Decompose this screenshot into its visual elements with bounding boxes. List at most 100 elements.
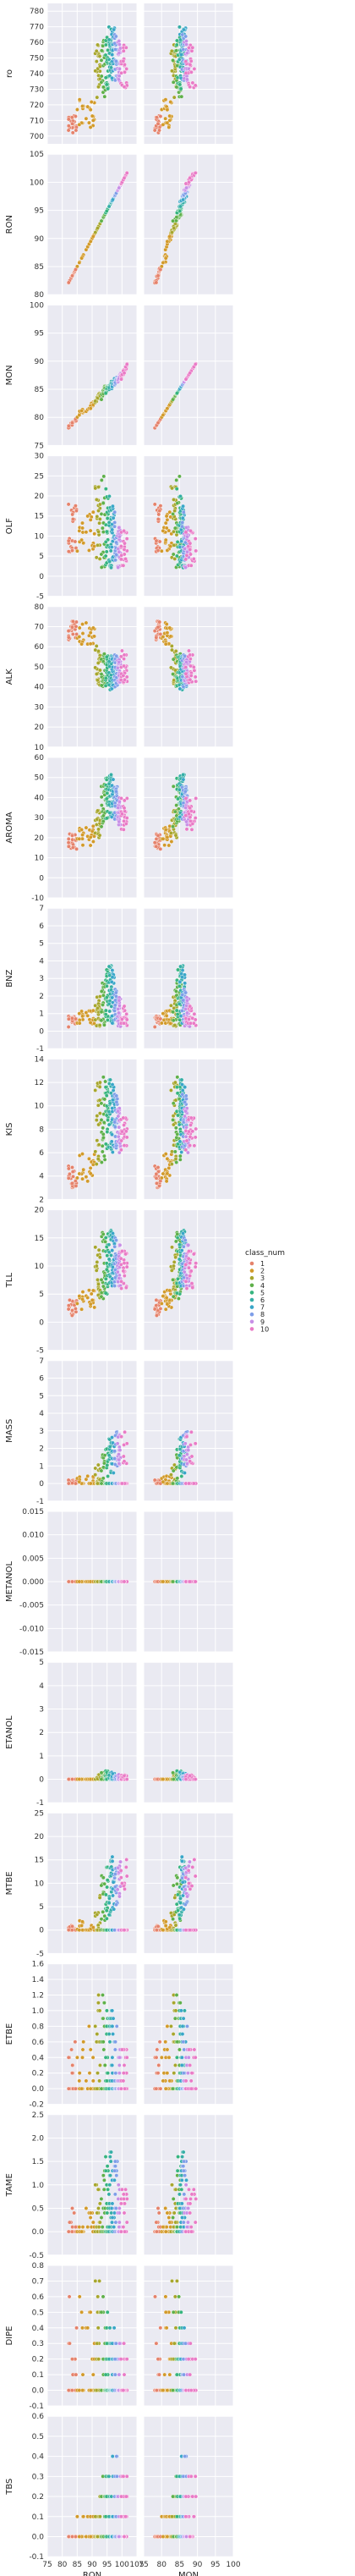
point-class-2 [90, 509, 96, 515]
point-class-10 [121, 1115, 126, 1120]
y-tick-label: 20 [35, 724, 45, 732]
point-class-5 [104, 816, 109, 821]
point-class-9 [184, 526, 188, 530]
point-class-5 [105, 1130, 110, 1134]
point-class-7 [110, 1435, 114, 1440]
point-class-5 [106, 1018, 110, 1022]
point-class-10 [124, 537, 129, 541]
point-class-6 [108, 1077, 112, 1082]
point-class-1 [74, 504, 78, 509]
point-class-7 [110, 75, 114, 80]
point-class-10 [188, 1004, 193, 1009]
point-class-2 [161, 1294, 166, 1299]
point-class-10 [189, 48, 194, 53]
point-class-3 [168, 665, 173, 670]
point-class-10 [121, 1454, 126, 1459]
point-class-1 [69, 1181, 74, 1186]
point-class-10 [188, 548, 193, 552]
point-class-10 [193, 83, 198, 88]
point-class-7 [109, 1139, 114, 1144]
point-class-1 [157, 539, 162, 544]
y-tick-label: 80 [35, 291, 45, 300]
point-class-4 [99, 795, 104, 800]
point-class-10 [119, 377, 123, 382]
point-class-1 [66, 1307, 71, 1312]
point-class-4 [101, 1232, 106, 1236]
point-class-5 [103, 683, 108, 688]
point-class-1 [66, 844, 71, 849]
y-tick-label: 2 [39, 1445, 44, 1454]
point-class-7 [181, 197, 186, 202]
point-class-2 [77, 528, 82, 533]
y-tick-label: 95 [35, 207, 44, 216]
point-class-2 [164, 1013, 169, 1018]
point-class-5 [103, 75, 108, 80]
point-class-1 [156, 121, 161, 126]
point-class-7 [112, 27, 117, 32]
point-class-4 [171, 1481, 176, 1486]
point-class-3 [93, 486, 98, 491]
point-class-10 [188, 552, 193, 557]
point-class-2 [92, 531, 97, 537]
y-tick-label: 4 [39, 957, 44, 966]
point-class-2 [88, 834, 93, 839]
point-class-9 [117, 1457, 122, 1462]
point-class-10 [184, 827, 189, 832]
point-class-4 [174, 1135, 179, 1140]
point-class-1 [152, 1025, 157, 1029]
point-class-5 [175, 540, 180, 544]
point-class-7 [110, 975, 115, 980]
point-class-4 [101, 1131, 106, 1137]
point-class-8 [181, 47, 186, 52]
point-class-4 [175, 501, 180, 505]
point-class-1 [66, 629, 71, 633]
point-class-1 [70, 625, 74, 630]
point-class-7 [178, 52, 183, 58]
y-tick-label: 2 [39, 993, 44, 1001]
point-class-9 [117, 1125, 122, 1130]
point-class-5 [176, 796, 180, 801]
point-class-9 [117, 77, 121, 82]
point-class-6 [177, 1242, 182, 1247]
y-tick-label: 20 [35, 834, 45, 843]
point-class-10 [122, 1459, 127, 1464]
point-class-10 [194, 548, 199, 553]
point-class-5 [103, 1085, 108, 1090]
point-class-10 [121, 58, 126, 63]
point-class-5 [175, 1012, 180, 1017]
point-class-2 [90, 1162, 96, 1167]
point-class-10 [188, 663, 193, 669]
point-class-10 [187, 1017, 191, 1021]
point-class-3 [96, 827, 101, 832]
point-class-10 [188, 1429, 194, 1434]
point-class-4 [102, 94, 107, 99]
point-class-2 [77, 122, 82, 127]
point-class-7 [110, 1098, 115, 1103]
panel-row-metanol: METANOL-0.015-0.010-0.0050.0000.0050.010… [5, 1508, 234, 1657]
y-tick-label: -1 [36, 1045, 44, 1054]
point-class-10 [188, 818, 193, 823]
point-class-2 [168, 1021, 173, 1026]
point-class-4 [99, 1294, 104, 1299]
point-class-4 [171, 657, 176, 662]
point-class-10 [192, 1011, 197, 1016]
point-class-3 [168, 1472, 173, 1478]
point-class-6 [106, 659, 112, 664]
point-class-2 [88, 630, 93, 636]
point-class-7 [179, 1150, 184, 1154]
point-class-4 [171, 824, 176, 829]
point-class-1 [66, 124, 71, 129]
point-class-8 [183, 789, 188, 794]
point-class-1 [74, 1481, 78, 1486]
point-class-2 [80, 1296, 85, 1302]
point-class-2 [84, 620, 89, 625]
point-class-10 [119, 1129, 124, 1134]
point-class-2 [80, 843, 85, 848]
point-class-3 [96, 1005, 100, 1010]
point-class-4 [175, 1075, 180, 1080]
point-class-2 [167, 625, 172, 630]
point-class-4 [171, 1010, 176, 1015]
point-class-7 [109, 979, 114, 984]
point-class-10 [183, 1279, 188, 1284]
